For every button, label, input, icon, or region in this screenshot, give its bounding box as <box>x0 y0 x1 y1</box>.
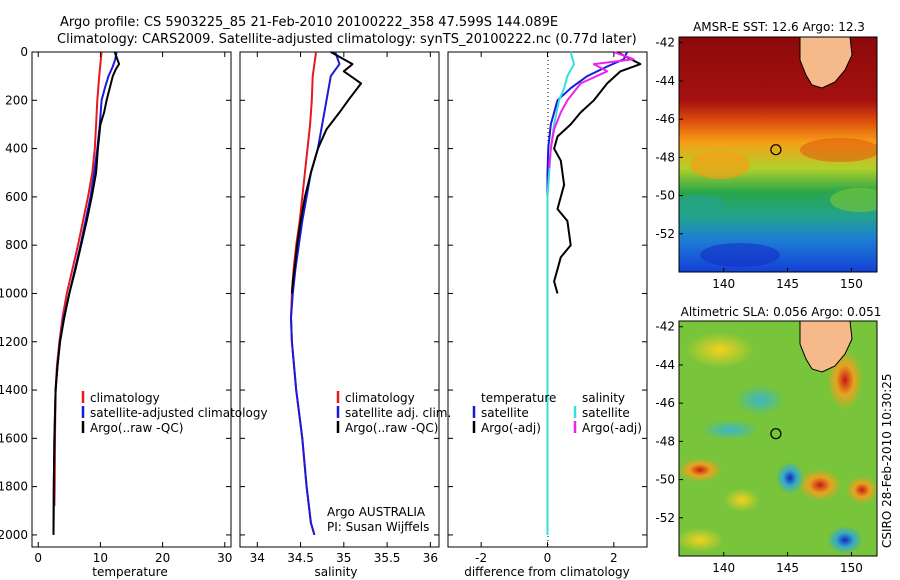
map-y-tick-label: -50 <box>655 473 675 487</box>
series-line-argo <box>553 51 642 294</box>
legend-label-argo: Argo(..raw -QC) <box>90 421 183 435</box>
x-tick-label: -2 <box>475 551 487 565</box>
series-line-argo <box>52 51 121 535</box>
series-line-climatology <box>53 51 103 507</box>
y-tick-label: 1000 <box>0 286 28 300</box>
legend-title-salinity: salinity <box>582 391 625 405</box>
map-y-tick-label: -46 <box>655 396 675 410</box>
x-tick-label: 2 <box>610 551 618 565</box>
legend-label-argo: Argo(..raw -QC) <box>345 421 438 435</box>
y-tick-label: 0 <box>20 45 28 59</box>
series-line-satellite <box>290 51 341 536</box>
sst-argo-position-marker <box>770 144 782 156</box>
map-y-tick-label: -50 <box>655 189 675 203</box>
sla-argo-position-marker <box>770 428 782 440</box>
legend-label-satellite-sal: satellite <box>582 406 630 420</box>
map-x-tick-label: 140 <box>712 561 735 575</box>
series-line-argo <box>290 51 363 294</box>
legend-label-climatology: climatology <box>90 391 160 405</box>
difference-panel: -2 0 2 temperature satellite Argo(-adj) sa… <box>447 51 648 579</box>
salinity-annotation-line2: PI: Susan Wijffels <box>327 520 429 534</box>
sst-map-title: AMSR-E SST: 12.6 Argo: 12.3 <box>693 20 865 34</box>
figure-title-line1: Argo profile: CS 5903225_85 21-Feb-2010 … <box>60 15 558 30</box>
temperature-legend: climatology satellite-adjusted climatolo… <box>81 391 268 435</box>
y-tick-label: 1600 <box>0 431 28 445</box>
salinity-panel: 34 34.5 35 35.5 36 climatology satellite adj… <box>239 51 451 579</box>
x-tick-label: 20 <box>155 551 170 565</box>
salinity-xlabel: salinity <box>314 565 357 579</box>
salinity-annotation-line1: Argo AUSTRALIA <box>327 505 426 519</box>
temperature-xlabel: temperature <box>92 565 167 579</box>
y-tick-label: 400 <box>5 142 28 156</box>
series-line-argo_salinity <box>548 51 635 168</box>
difference-xlabel: difference from climatology <box>464 565 630 579</box>
x-tick-label: 35.5 <box>374 551 401 565</box>
map-x-tick-label: 145 <box>776 277 799 291</box>
x-tick-label: 10 <box>93 551 108 565</box>
y-tick-label: 1800 <box>0 480 28 494</box>
y-tick-label: 600 <box>5 190 28 204</box>
map-y-tick-label: -48 <box>655 150 675 164</box>
x-tick-label: 0 <box>544 551 552 565</box>
map-y-tick-label: -42 <box>655 320 675 334</box>
sst-field <box>679 37 877 272</box>
x-tick-label: 30 <box>217 551 232 565</box>
temperature-axes-box <box>31 51 232 548</box>
y-tick-label: 1400 <box>0 383 28 397</box>
y-tick-label: 200 <box>5 93 28 107</box>
side-credit-note: CSIRO 28-Feb-2010 10:30:25 <box>880 373 894 548</box>
y-tick-label: 2000 <box>0 528 28 542</box>
sla-map-panel: Altimetric SLA: 0.056 Argo: 0.051 140 145… <box>655 305 881 575</box>
series-line-sat_salinity <box>546 51 575 535</box>
salinity-axes-box <box>239 51 440 548</box>
y-tick-label: 800 <box>5 238 28 252</box>
difference-legend: temperature satellite Argo(-adj) salinit… <box>472 391 642 435</box>
x-tick-label: 34.5 <box>287 551 314 565</box>
x-tick-label: 35 <box>336 551 351 565</box>
x-tick-label: 0 <box>34 551 42 565</box>
series-line-satellite <box>52 51 118 535</box>
map-x-tick-label: 140 <box>712 277 735 291</box>
legend-label-satellite: satellite-adjusted climatology <box>90 406 268 420</box>
sla-field <box>679 321 877 556</box>
map-y-tick-label: -48 <box>655 434 675 448</box>
series-line-satellite <box>546 51 629 535</box>
y-tick-label: 1200 <box>0 335 28 349</box>
legend-label-argo-sal: Argo(-adj) <box>582 421 642 435</box>
legend-label-satellite-temp: satellite <box>481 406 529 420</box>
sla-map-title: Altimetric SLA: 0.056 Argo: 0.051 <box>681 305 882 319</box>
figure-title-line2: Climatology: CARS2009. Satellite-adjuste… <box>57 32 637 47</box>
map-y-tick-label: -52 <box>655 511 675 525</box>
map-x-tick-label: 150 <box>840 277 863 291</box>
map-y-tick-label: -46 <box>655 112 675 126</box>
sst-map-panel: AMSR-E SST: 12.6 Argo: 12.3 140 145 150 -42… <box>655 20 878 291</box>
map-x-tick-label: 150 <box>840 561 863 575</box>
map-y-tick-label: -44 <box>655 358 675 372</box>
map-x-tick-label: 145 <box>776 561 799 575</box>
x-tick-label: 36 <box>423 551 438 565</box>
x-tick-label: 34 <box>250 551 265 565</box>
map-y-tick-label: -52 <box>655 227 675 241</box>
salinity-legend: climatology satellite adj. clim. Argo(..… <box>336 391 451 435</box>
temperature-panel: 0 10 20 30 0 200 400 600 800 1000 1200 1400 1600 1800… <box>0 45 268 579</box>
map-y-tick-label: -42 <box>655 36 675 50</box>
legend-label-satellite: satellite adj. clim. <box>345 406 451 420</box>
legend-label-climatology: climatology <box>345 391 415 405</box>
legend-title-temperature: temperature <box>481 391 556 405</box>
map-y-tick-label: -44 <box>655 74 675 88</box>
legend-label-argo-temp: Argo(-adj) <box>481 421 541 435</box>
